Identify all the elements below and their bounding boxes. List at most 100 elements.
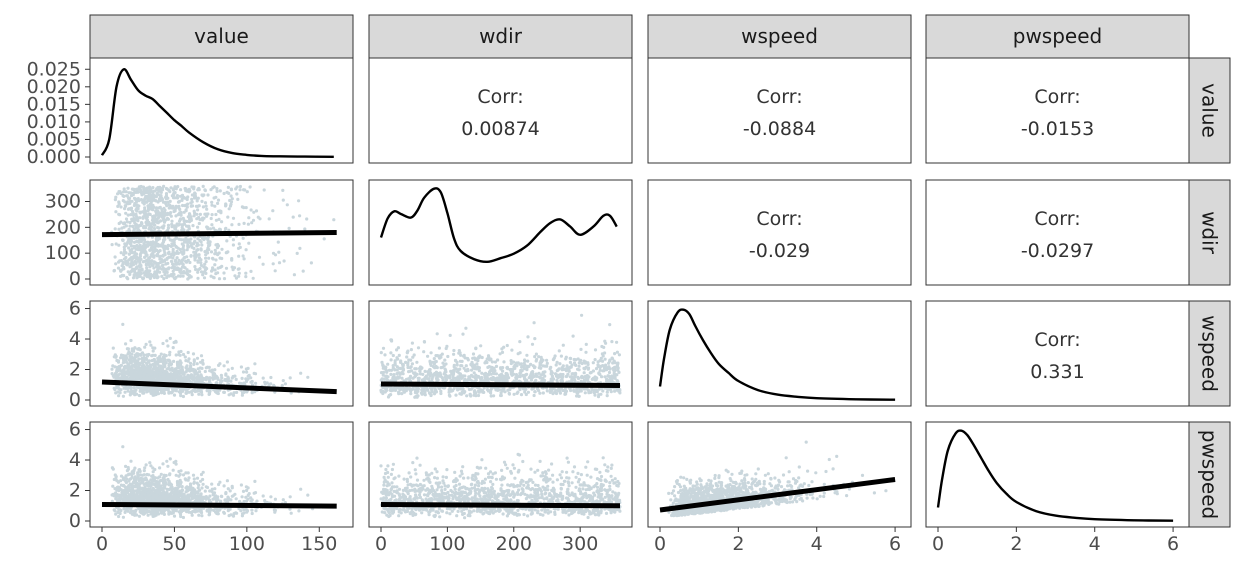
scatter-point (470, 368, 474, 372)
scatter-point (252, 371, 256, 375)
scatter-point (382, 377, 386, 381)
scatter-point (195, 241, 199, 245)
scatter-point (124, 211, 128, 215)
scatter-point (116, 192, 120, 196)
scatter-point (426, 354, 430, 358)
scatter-point (213, 268, 217, 272)
scatter-point (386, 395, 391, 399)
scatter-point (170, 219, 174, 223)
scatter-point (169, 372, 173, 376)
scatter-point (185, 248, 189, 252)
scatter-point (421, 386, 425, 391)
scatter-point (432, 392, 437, 396)
scatter-point (145, 361, 149, 365)
scatter-point (568, 360, 573, 364)
scatter-point (456, 378, 460, 382)
scatter-point (533, 390, 537, 394)
scatter-point (433, 388, 437, 392)
scatter-point (141, 377, 145, 381)
scatter-point (113, 387, 117, 392)
scatter-point (526, 390, 531, 394)
scatter-point (258, 217, 262, 221)
scatter-point (226, 185, 230, 189)
scatter-point (171, 188, 175, 192)
scatter-point (195, 199, 199, 203)
scatter-point (181, 352, 186, 357)
scatter-point (553, 354, 557, 358)
scatter-point (148, 376, 152, 380)
scatter-point (143, 345, 147, 349)
scatter-point (180, 369, 185, 373)
scatter-point (181, 203, 185, 208)
scatter-point (218, 189, 222, 193)
scatter-point (215, 187, 219, 191)
scatter-point (126, 270, 130, 274)
scatter-point (210, 200, 214, 204)
scatter-point (166, 344, 170, 348)
scatter-point (199, 261, 203, 265)
scatter-point (417, 379, 421, 383)
scatter-point (180, 485, 184, 489)
scatter-point (404, 377, 409, 381)
scatter-point (112, 375, 116, 379)
scatter-point (180, 198, 184, 202)
scatter-point (457, 349, 461, 353)
scatter-point (160, 264, 164, 268)
scatter-point (152, 367, 156, 371)
scatter-point (133, 373, 137, 377)
scatter-point (114, 210, 118, 214)
scatter-point (595, 390, 599, 394)
scatter-point (410, 369, 414, 373)
scatter-point (465, 394, 469, 398)
scatter-point (545, 389, 549, 393)
scatter-point (615, 340, 619, 344)
scatter-point (607, 374, 611, 378)
scatter-point (162, 270, 166, 274)
scatter-point (158, 466, 162, 470)
scatter-point (261, 376, 265, 380)
scatter-point (178, 274, 183, 278)
scatter-point (193, 376, 197, 380)
scatter-point (247, 241, 251, 245)
scatter-point (617, 353, 622, 357)
scatter-point (179, 212, 183, 216)
scatter-point (134, 266, 139, 270)
scatter-point (396, 346, 400, 350)
scatter-point (558, 391, 563, 395)
scatter-point (472, 371, 476, 375)
scatter-point (383, 353, 387, 357)
scatter-point (163, 379, 167, 383)
scatter-point (213, 263, 217, 267)
scatter-point (177, 390, 181, 394)
scatter-point (146, 198, 151, 202)
scatter-point (271, 209, 275, 213)
scatter-point (273, 269, 277, 273)
scatter-point (583, 375, 587, 379)
scatter-point (149, 478, 153, 482)
scatter-point (579, 347, 583, 351)
scatter-point (564, 374, 569, 379)
scatter-point (549, 365, 553, 369)
scatter-point (139, 251, 143, 255)
scatter-point (148, 185, 152, 189)
scatter-point (185, 197, 189, 202)
scatter-point (604, 341, 608, 345)
scatter-point (241, 489, 246, 493)
scatter-point (523, 376, 527, 380)
scatter-point (188, 269, 192, 273)
scatter-point (553, 372, 558, 376)
scatter-point (449, 389, 454, 393)
scatter-point (472, 356, 476, 360)
scatter-point (222, 390, 226, 394)
scatter-point (201, 205, 205, 209)
scatter-point (174, 473, 178, 477)
scatter-point (487, 355, 491, 359)
scatter-point (384, 374, 389, 378)
scatter-point (128, 249, 132, 253)
scatter-point (124, 190, 128, 194)
scatter-point (579, 379, 583, 383)
scatter-point (172, 393, 177, 397)
scatter-point (617, 370, 621, 374)
scatter-point (409, 388, 413, 392)
scatter-point (132, 244, 136, 248)
